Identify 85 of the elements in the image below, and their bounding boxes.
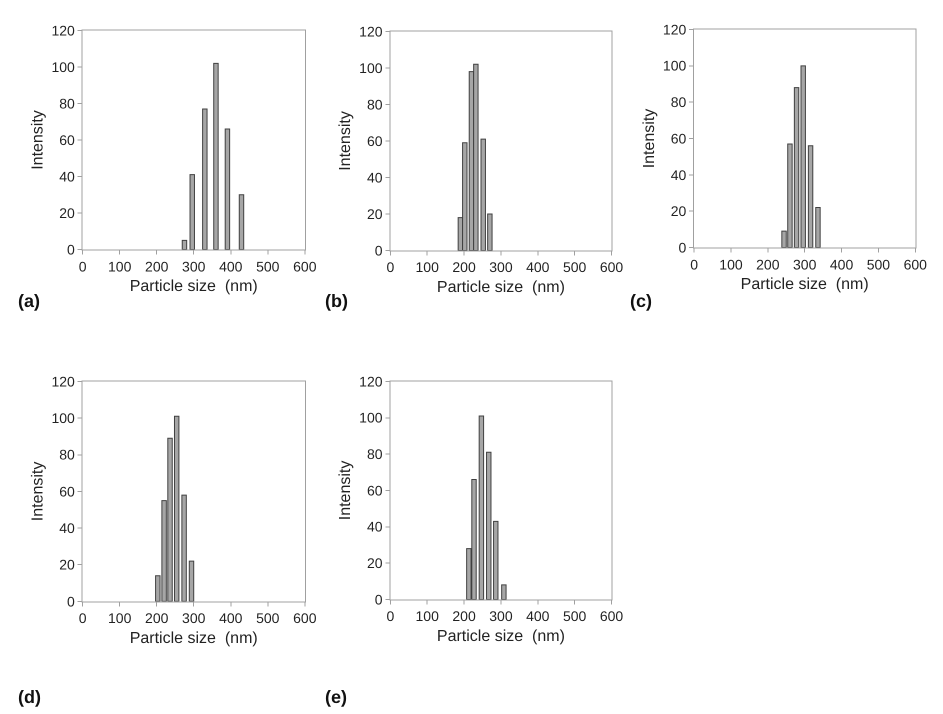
x-tick-label: 0 [78, 258, 87, 274]
y-tick-label: 20 [366, 206, 383, 222]
y-tick-label: 120 [359, 23, 383, 40]
x-tick-label: 100 [108, 610, 132, 626]
y-tick-label: 60 [59, 483, 76, 500]
y-tick-label: 60 [366, 482, 383, 498]
x-tick-label: 500 [562, 608, 587, 624]
y-axis-title: Intensity [640, 108, 658, 168]
x-tick-label: 500 [866, 256, 890, 272]
y-axis-title: Intensity [29, 110, 46, 170]
y-tick-label: 100 [51, 58, 76, 75]
y-tick-label: 120 [51, 373, 76, 390]
x-tick-label: 0 [78, 610, 87, 626]
x-tick-label: 500 [256, 610, 280, 626]
y-tick-label: 80 [670, 94, 686, 110]
x-tick-label: 600 [293, 610, 317, 626]
y-tick-label: 120 [662, 21, 686, 38]
y-tick-label: 80 [366, 96, 383, 112]
y-tick-label: 80 [366, 446, 383, 462]
y-tick-label: 80 [59, 95, 76, 112]
y-tick-label: 120 [51, 22, 76, 38]
y-axis-title: Intensity [29, 462, 46, 522]
y-tick-label: 60 [366, 132, 383, 149]
y-tick-label: 0 [678, 239, 686, 256]
x-tick-label: 100 [416, 259, 440, 276]
x-tick-label: 0 [690, 256, 698, 272]
x-tick-label: 300 [182, 610, 206, 626]
x-axis-title: Particle size (nm) [740, 276, 869, 294]
y-tick-label: 40 [59, 168, 76, 184]
text: (d) [18, 687, 41, 707]
x-tick-label: 400 [219, 258, 243, 274]
x-tick-label: 0 [386, 259, 394, 276]
y-tick-label: 60 [670, 130, 686, 146]
y-tick-label: 40 [670, 166, 686, 183]
y-tick-label: 120 [359, 373, 383, 390]
x-tick-label: 200 [145, 610, 169, 626]
x-tick-label: 0 [386, 608, 394, 624]
x-tick-label: 100 [719, 256, 743, 272]
y-tick-label: 20 [59, 204, 76, 221]
x-tick-label: 600 [293, 258, 317, 274]
x-tick-label: 400 [526, 259, 550, 276]
x-tick-label: 100 [416, 608, 440, 624]
x-tick-label: 300 [793, 256, 817, 272]
x-tick-label: 200 [452, 259, 476, 276]
x-tick-label: 300 [489, 608, 513, 624]
text: (e) [325, 687, 348, 707]
x-axis-title: Particle size (nm) [436, 278, 565, 296]
x-tick-label: 500 [256, 258, 280, 274]
x-tick-label: 500 [562, 259, 587, 276]
y-axis-title: Intensity [337, 460, 354, 520]
x-tick-label: 200 [756, 256, 780, 272]
x-axis-title: Particle size (nm) [436, 628, 565, 645]
y-axis-title: Intensity [337, 111, 354, 171]
x-axis-title: Particle size (nm) [130, 278, 258, 295]
x-tick-label: 200 [452, 608, 476, 624]
x-tick-label: 600 [600, 608, 624, 624]
y-tick-label: 40 [366, 518, 383, 535]
y-tick-label: 100 [359, 60, 383, 76]
x-axis-title: Particle size (nm) [130, 630, 258, 647]
x-tick-label: 600 [904, 256, 928, 272]
y-tick-label: 100 [359, 410, 383, 426]
text: (b) [325, 291, 348, 311]
y-tick-label: 100 [662, 58, 686, 74]
x-tick-label: 300 [489, 259, 513, 276]
x-tick-label: 300 [182, 258, 206, 274]
x-tick-label: 600 [600, 259, 624, 276]
text: (c) [630, 291, 652, 311]
y-tick-label: 20 [670, 203, 686, 220]
text: (a) [18, 291, 40, 311]
y-tick-label: 40 [366, 169, 383, 186]
y-tick-label: 0 [374, 242, 383, 258]
y-tick-label: 60 [59, 132, 76, 148]
x-tick-label: 100 [108, 258, 132, 274]
y-tick-label: 100 [51, 410, 76, 426]
y-tick-label: 40 [59, 520, 76, 536]
y-tick-label: 0 [374, 591, 383, 608]
x-tick-label: 200 [145, 258, 169, 274]
x-tick-label: 400 [526, 608, 550, 624]
y-tick-label: 0 [67, 241, 76, 258]
y-tick-label: 80 [59, 446, 76, 463]
y-tick-label: 0 [67, 593, 76, 610]
x-tick-label: 400 [830, 256, 854, 272]
y-tick-label: 20 [59, 556, 76, 573]
x-tick-label: 400 [219, 610, 243, 626]
y-tick-label: 20 [366, 555, 383, 572]
